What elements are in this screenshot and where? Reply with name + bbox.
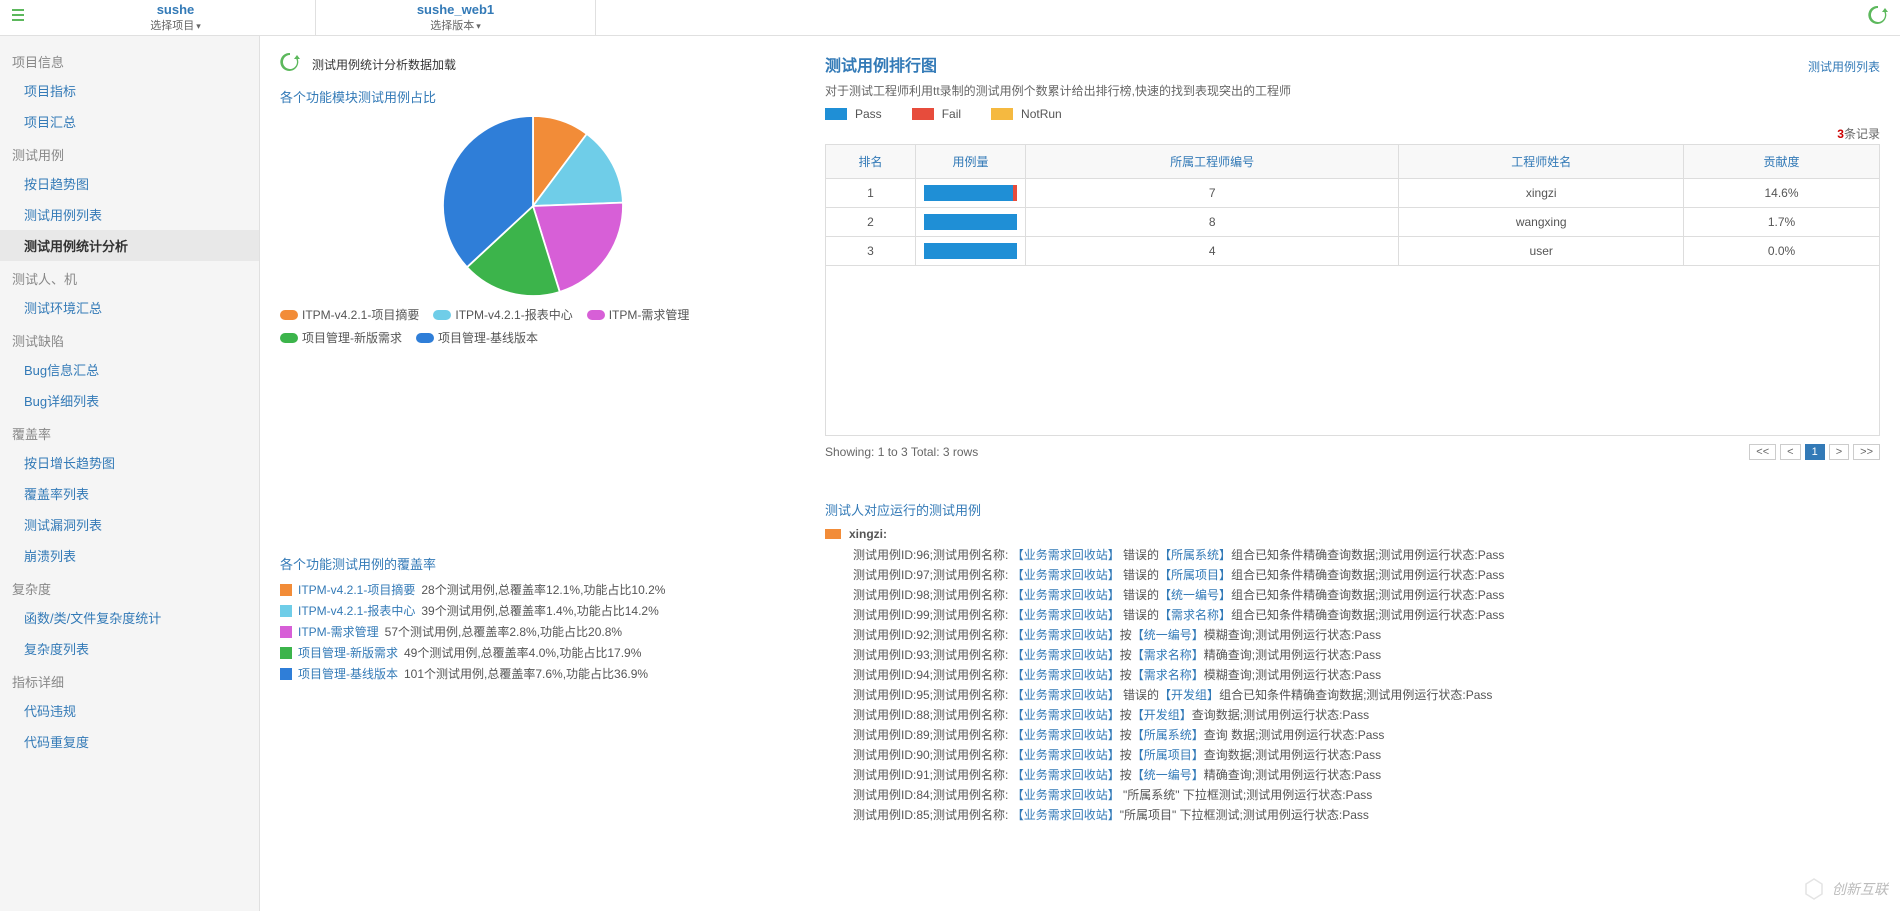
sidebar-section: 测试人、机 (0, 261, 259, 292)
pager: <<<1>>> (1749, 444, 1880, 460)
table-row[interactable]: 34user0.0% (826, 237, 1880, 266)
coverage-row: 项目管理-基线版本101个测试用例,总覆盖率7.6%,功能占比36.9% (280, 665, 785, 682)
left-panel: 测试用例统计分析数据加载 各个功能模块测试用例占比 ITPM-v4.2.1-项目… (260, 36, 805, 911)
right-panel: 测试用例排行图 测试用例列表 对于测试工程师利用tt录制的测试用例个数累计给出排… (805, 36, 1900, 911)
reload-text: 测试用例统计分析数据加载 (312, 56, 456, 73)
case-line: 测试用例ID:89;测试用例名称: 【业务需求回收站】按【所属系统】查询 数据;… (825, 725, 1880, 745)
legend-item: ITPM-v4.2.1-项目摘要 (280, 306, 419, 323)
sidebar-item[interactable]: 覆盖率列表 (0, 478, 259, 509)
tab-dropdown[interactable]: 选择版本 (316, 17, 595, 33)
sidebar-item[interactable]: 测试用例统计分析 (0, 230, 259, 261)
legend-item: 项目管理-新版需求 (280, 329, 402, 346)
sidebar-item[interactable]: 函数/类/文件复杂度统计 (0, 602, 259, 633)
case-line: 测试用例ID:95;测试用例名称: 【业务需求回收站】 错误的【开发组】组合已知… (825, 685, 1880, 705)
sidebar-item[interactable]: 测试环境汇总 (0, 292, 259, 323)
table-header[interactable]: 排名 (826, 145, 916, 179)
pager-button[interactable]: >> (1853, 444, 1880, 460)
pager-button[interactable]: < (1780, 444, 1800, 460)
table-row[interactable]: 28wangxing1.7% (826, 208, 1880, 237)
case-line: 测试用例ID:85;测试用例名称: 【业务需求回收站】"所属项目" 下拉框测试;… (825, 805, 1880, 825)
case-line: 测试用例ID:88;测试用例名称: 【业务需求回收站】按【开发组】查询数据;测试… (825, 705, 1880, 725)
sidebar-item[interactable]: 按日增长趋势图 (0, 447, 259, 478)
table-header[interactable]: 所属工程师编号 (1026, 145, 1399, 179)
watermark: 创新互联 (1802, 877, 1888, 901)
sidebar-item[interactable]: 崩溃列表 (0, 540, 259, 571)
pie-legend: ITPM-v4.2.1-项目摘要 ITPM-v4.2.1-报表中心 ITPM-需求管… (280, 306, 785, 346)
usage-bar (924, 243, 1017, 259)
sidebar-item[interactable]: 测试用例列表 (0, 199, 259, 230)
usage-bar (924, 185, 1017, 201)
legend-item: 项目管理-基线版本 (416, 329, 538, 346)
sidebar-section: 测试缺陷 (0, 323, 259, 354)
empty-table-space (825, 266, 1880, 436)
coverage-row: ITPM-需求管理57个测试用例,总覆盖率2.8%,功能占比20.8% (280, 623, 785, 640)
bar-legend-item: NotRun (991, 107, 1062, 121)
usage-bar (924, 214, 1017, 230)
pager-button[interactable]: > (1829, 444, 1849, 460)
project-tab[interactable]: sushe选择项目 (36, 0, 316, 36)
sidebar-section: 测试用例 (0, 137, 259, 168)
sidebar-item[interactable]: 项目汇总 (0, 106, 259, 137)
record-count: 3条记录 (825, 125, 1880, 142)
sidebar-item[interactable]: 代码违规 (0, 695, 259, 726)
pager-button[interactable]: << (1749, 444, 1776, 460)
table-header[interactable]: 用例量 (916, 145, 1026, 179)
sidebar-section: 复杂度 (0, 571, 259, 602)
table-row[interactable]: 17xingzi14.6% (826, 179, 1880, 208)
sidebar-section: 覆盖率 (0, 416, 259, 447)
pie-title: 各个功能模块测试用例占比 (280, 87, 785, 106)
project-tab[interactable]: sushe_web1选择版本 (316, 0, 596, 36)
table-footer-text: Showing: 1 to 3 Total: 3 rows (825, 445, 978, 459)
sidebar-item[interactable]: 复杂度列表 (0, 633, 259, 664)
sidebar-item[interactable]: Bug信息汇总 (0, 354, 259, 385)
coverage-list: ITPM-v4.2.1-项目摘要28个测试用例,总覆盖率12.1%,功能占比10… (280, 581, 785, 682)
topbar: sushe选择项目sushe_web1选择版本 (0, 0, 1900, 36)
menu-icon[interactable] (0, 7, 36, 28)
coverage-row: ITPM-v4.2.1-报表中心39个测试用例,总覆盖率1.4%,功能占比14.… (280, 602, 785, 619)
sidebar-section: 项目信息 (0, 44, 259, 75)
case-line: 测试用例ID:93;测试用例名称: 【业务需求回收站】按【需求名称】精确查询;测… (825, 645, 1880, 665)
case-line: 测试用例ID:96;测试用例名称: 【业务需求回收站】 错误的【所属系统】组合已… (825, 545, 1880, 565)
pager-button[interactable]: 1 (1805, 444, 1825, 460)
coverage-row: ITPM-v4.2.1-项目摘要28个测试用例,总覆盖率12.1%,功能占比10… (280, 581, 785, 598)
pie-chart (443, 116, 623, 296)
tab-title: sushe (36, 2, 315, 17)
sidebar-item[interactable]: 测试漏洞列表 (0, 509, 259, 540)
legend-item: ITPM-v4.2.1-报表中心 (433, 306, 572, 323)
refresh-icon[interactable] (1868, 5, 1888, 30)
tester-section-title: 测试人对应运行的测试用例 (825, 500, 1880, 519)
case-line: 测试用例ID:91;测试用例名称: 【业务需求回收站】按【统一编号】精确查询;测… (825, 765, 1880, 785)
tab-dropdown[interactable]: 选择项目 (36, 17, 315, 33)
sidebar-section: 指标详细 (0, 664, 259, 695)
case-line: 测试用例ID:90;测试用例名称: 【业务需求回收站】按【所属项目】查询数据;测… (825, 745, 1880, 765)
coverage-title: 各个功能测试用例的覆盖率 (280, 554, 785, 573)
case-line: 测试用例ID:94;测试用例名称: 【业务需求回收站】按【需求名称】模糊查询;测… (825, 665, 1880, 685)
tab-title: sushe_web1 (316, 2, 595, 17)
case-line: 测试用例ID:97;测试用例名称: 【业务需求回收站】 错误的【所属项目】组合已… (825, 565, 1880, 585)
case-line: 测试用例ID:99;测试用例名称: 【业务需求回收站】 错误的【需求名称】组合已… (825, 605, 1880, 625)
sidebar-item[interactable]: 项目指标 (0, 75, 259, 106)
sidebar: 项目信息项目指标项目汇总测试用例按日趋势图测试用例列表测试用例统计分析测试人、机… (0, 36, 260, 911)
sidebar-item[interactable]: 按日趋势图 (0, 168, 259, 199)
case-line: 测试用例ID:98;测试用例名称: 【业务需求回收站】 错误的【统一编号】组合已… (825, 585, 1880, 605)
case-line: 测试用例ID:92;测试用例名称: 【业务需求回收站】按【统一编号】模糊查询;测… (825, 625, 1880, 645)
coverage-row: 项目管理-新版需求49个测试用例,总覆盖率4.0%,功能占比17.9% (280, 644, 785, 661)
case-list: 测试用例ID:96;测试用例名称: 【业务需求回收站】 错误的【所属系统】组合已… (825, 545, 1880, 825)
tester-name: xingzi: (825, 527, 1880, 541)
rank-title: 测试用例排行图 (825, 52, 937, 76)
reload-icon[interactable] (280, 52, 300, 77)
table-header[interactable]: 贡献度 (1684, 145, 1880, 179)
rank-link[interactable]: 测试用例列表 (1808, 58, 1880, 75)
sidebar-item[interactable]: Bug详细列表 (0, 385, 259, 416)
bar-legend-item: Pass (825, 107, 882, 121)
bar-legend-item: Fail (912, 107, 961, 121)
legend-item: ITPM-需求管理 (587, 306, 690, 323)
case-line: 测试用例ID:84;测试用例名称: 【业务需求回收站】 "所属系统" 下拉框测试… (825, 785, 1880, 805)
rank-table: 排名用例量所属工程师编号工程师姓名贡献度 17xingzi14.6%28wang… (825, 144, 1880, 266)
bar-legend: Pass Fail NotRun (825, 107, 1880, 121)
sidebar-item[interactable]: 代码重复度 (0, 726, 259, 757)
table-header[interactable]: 工程师姓名 (1399, 145, 1684, 179)
rank-desc: 对于测试工程师利用tt录制的测试用例个数累计给出排行榜,快速的找到表现突出的工程… (825, 82, 1880, 99)
